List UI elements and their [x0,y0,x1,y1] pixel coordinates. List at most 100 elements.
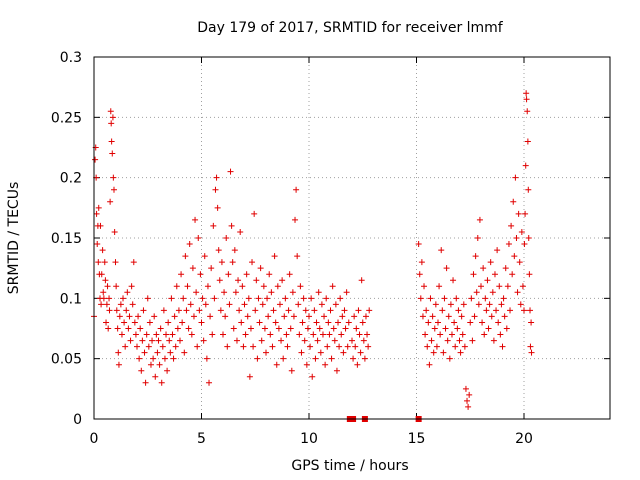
data-point [462,385,469,392]
data-point [263,349,269,356]
data-point [140,307,147,314]
data-point [359,319,366,326]
data-point [200,337,207,344]
data-point [497,331,504,338]
data-point [446,355,453,362]
data-point [335,319,342,326]
data-point [428,337,435,344]
x-tick-label: 15 [408,431,426,447]
data-point [95,204,102,211]
data-point [113,307,120,314]
data-point [126,313,133,320]
data-point [204,283,211,290]
data-point [130,259,137,266]
data-point [293,186,300,193]
data-point [501,313,508,320]
data-point [264,295,271,302]
data-point [527,343,534,350]
data-point [115,361,122,368]
chart-title: Day 179 of 2017, SRMTID for receiver lmm… [197,20,504,36]
data-point [207,313,214,320]
data-point [116,313,123,320]
data-point [233,337,240,344]
data-point [300,295,307,302]
data-point [330,325,337,332]
data-point [417,295,424,302]
data-point [275,325,282,332]
data-point [164,367,171,374]
data-point [475,301,482,308]
data-point [488,313,495,320]
y-tick-label: 0.15 [51,231,82,247]
data-point [510,198,517,205]
data-point [226,301,233,308]
data-point [466,391,473,398]
data-point [498,301,505,308]
data-point [484,277,491,284]
data-point [481,331,488,338]
data-point [358,277,365,284]
data-point [167,349,174,356]
data-point [353,325,360,332]
data-point [467,319,474,326]
data-point [352,343,359,350]
data-point [132,331,139,338]
data-point [419,313,426,320]
data-point [145,343,152,350]
y-tick-label: 0.25 [51,110,82,126]
data-point [521,307,527,314]
data-point [328,355,335,362]
data-point [345,319,352,326]
y-tick-label: 0.2 [60,171,82,187]
data-point [439,307,446,314]
data-point [160,307,167,314]
data-point [108,138,115,145]
data-point [149,337,156,344]
data-point [523,90,530,97]
data-point [247,325,254,332]
data-point [98,271,105,278]
data-point [512,174,519,181]
data-point [266,271,273,278]
data-point [337,295,344,302]
data-point [105,325,112,332]
data-point [474,235,481,241]
data-point [224,343,231,350]
data-point [106,307,113,314]
data-point [435,319,441,326]
data-point [351,313,358,320]
data-point [151,313,158,320]
data-point [198,319,205,326]
data-point [189,265,196,272]
data-point [93,210,100,217]
data-point [177,337,183,344]
data-point [272,319,279,326]
data-point [137,325,144,332]
data-point [315,289,322,296]
data-point [244,313,251,320]
grid-lines [94,57,610,419]
data-point [183,307,190,314]
data-point [218,259,225,266]
x-axis-ticks: 0 5 10 15 20 [90,57,533,447]
data-point [195,235,202,241]
data-point [455,307,462,314]
data-point [214,204,221,211]
data-point [129,301,136,308]
data-point [193,289,200,296]
data-point [107,108,114,115]
data-point [125,325,132,332]
data-point [513,235,520,241]
data-point [106,295,113,302]
data-point [213,174,220,181]
data-point [525,235,532,241]
data-point [208,265,215,272]
data-point [217,307,224,314]
data-point [181,349,188,356]
data-point [339,313,346,320]
x-tick-label: 5 [197,431,206,447]
y-tick-label: 0 [73,412,82,428]
data-point [118,331,125,338]
data-point [453,295,460,302]
data-point [120,295,127,302]
